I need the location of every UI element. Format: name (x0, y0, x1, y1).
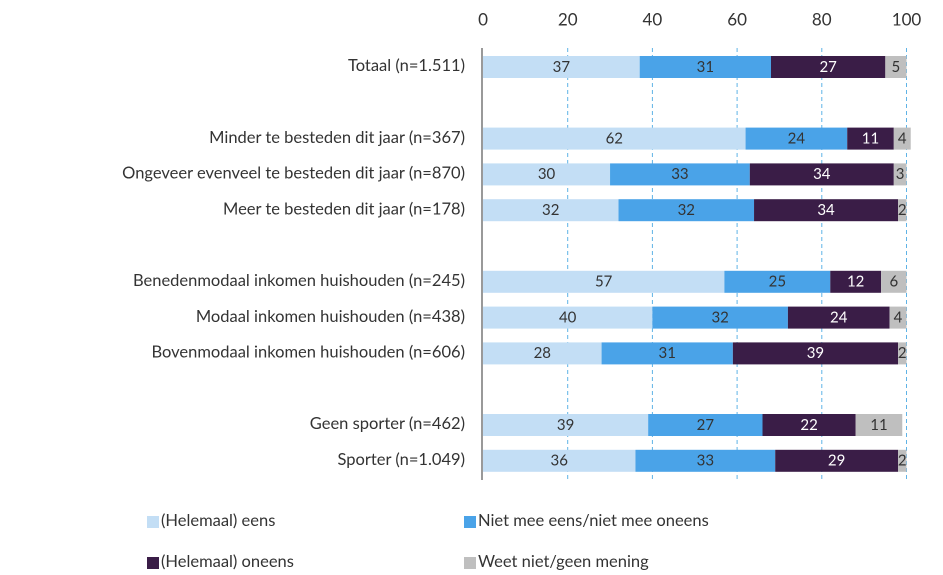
bar-segment (483, 449, 636, 472)
bar-segment (618, 199, 755, 222)
data-label: 2 (898, 344, 907, 362)
bar-segment (898, 449, 907, 472)
bar-segment (749, 163, 894, 186)
bar-segment (601, 342, 733, 365)
bar-segment (724, 270, 831, 293)
data-label: 33 (671, 165, 688, 183)
bar-segment (893, 127, 911, 150)
category-label: Bovenmodaal inkomen huishouden (n=606) (151, 342, 465, 362)
x-tick-label: 40 (643, 8, 663, 29)
legend-swatch (147, 516, 159, 528)
bar-segment (898, 199, 907, 222)
data-label: 12 (847, 273, 864, 291)
data-label: 24 (788, 129, 806, 147)
data-label: 4 (894, 308, 903, 326)
data-label: 34 (813, 165, 831, 183)
data-label: 39 (557, 416, 574, 434)
data-label: 36 (551, 452, 569, 470)
bar-segment (855, 414, 903, 436)
category-label: Modaal inkomen huishouden (n=438) (196, 306, 465, 326)
data-label: 34 (817, 201, 835, 219)
x-tick-label: 0 (478, 8, 488, 29)
bar-segment (732, 342, 899, 365)
category-label: Geen sporter (n=462) (310, 413, 465, 433)
bar-segment (898, 342, 907, 365)
legend-label: Weet niet/geen mening (478, 551, 649, 571)
bar-segment (610, 163, 750, 186)
data-label: 27 (819, 58, 837, 76)
x-tick-label: 100 (892, 8, 922, 29)
bar-segment (483, 127, 746, 150)
bar-segment (639, 56, 771, 78)
bar-segment (745, 127, 848, 150)
legend-swatch (147, 557, 159, 569)
bar-segment (889, 306, 907, 329)
data-label: 30 (538, 165, 556, 183)
bar-segment (483, 163, 611, 186)
bar-segment (483, 270, 725, 293)
data-label: 28 (534, 344, 551, 362)
data-label: 37 (553, 58, 571, 76)
bar-segment (648, 414, 763, 436)
category-label: Sporter (n=1.049) (338, 449, 465, 469)
bar-segment (830, 270, 882, 293)
data-label: 2 (898, 201, 907, 219)
data-label: 24 (830, 308, 848, 326)
bar-segment (635, 449, 776, 472)
data-label: 11 (862, 129, 879, 147)
bar-segment (483, 414, 649, 436)
bar-segment (847, 127, 894, 150)
legend-label: Niet mee eens/niet mee oneens (478, 510, 709, 530)
category-label: Minder te besteden dit jaar (n=367) (209, 127, 465, 147)
bar-segment (775, 449, 899, 472)
legend-swatch (464, 557, 476, 569)
data-label: 33 (697, 452, 714, 470)
bar-segment (483, 56, 640, 78)
data-label: 57 (595, 273, 613, 291)
data-label: 6 (889, 273, 898, 291)
data-label: 32 (542, 201, 559, 219)
x-tick-label: 20 (558, 8, 578, 29)
category-label: Meer te besteden dit jaar (n=178) (223, 198, 465, 218)
data-label: 25 (769, 273, 786, 291)
category-label: Totaal (n=1.511) (348, 55, 465, 75)
legend-label: (Helemaal) eens (161, 510, 275, 530)
bar-segment (754, 199, 899, 222)
data-label: 39 (807, 344, 824, 362)
data-label: 40 (559, 308, 577, 326)
legend-label: (Helemaal) oneens (161, 551, 294, 571)
data-label: 11 (870, 416, 887, 434)
bar-segment (893, 163, 907, 186)
data-label: 29 (828, 452, 845, 470)
x-tick-label: 80 (812, 8, 832, 29)
bar-segment (652, 306, 788, 329)
data-label: 22 (800, 416, 817, 434)
data-label: 5 (892, 58, 901, 76)
data-label: 27 (697, 416, 715, 434)
data-label: 32 (711, 308, 728, 326)
bar-segment (881, 270, 907, 293)
bar-segment (885, 56, 907, 78)
x-tick-label: 60 (727, 8, 747, 29)
bar-segment (483, 342, 602, 365)
category-label: Benedenmodaal inkomen huishouden (n=245) (133, 270, 465, 290)
bar-segment (762, 414, 856, 436)
data-label: 62 (606, 129, 623, 147)
bar-segment (770, 56, 886, 78)
data-label: 3 (896, 165, 905, 183)
category-label: Ongeveer evenveel te besteden dit jaar (… (122, 163, 465, 183)
data-label: 31 (697, 58, 714, 76)
bar-segment (483, 306, 653, 329)
data-label: 31 (659, 344, 676, 362)
data-label: 2 (898, 452, 907, 470)
legend-swatch (464, 516, 476, 528)
data-label: 32 (678, 201, 695, 219)
bar-segment (483, 199, 619, 222)
data-label: 4 (898, 129, 907, 147)
bar-segment (787, 306, 890, 329)
